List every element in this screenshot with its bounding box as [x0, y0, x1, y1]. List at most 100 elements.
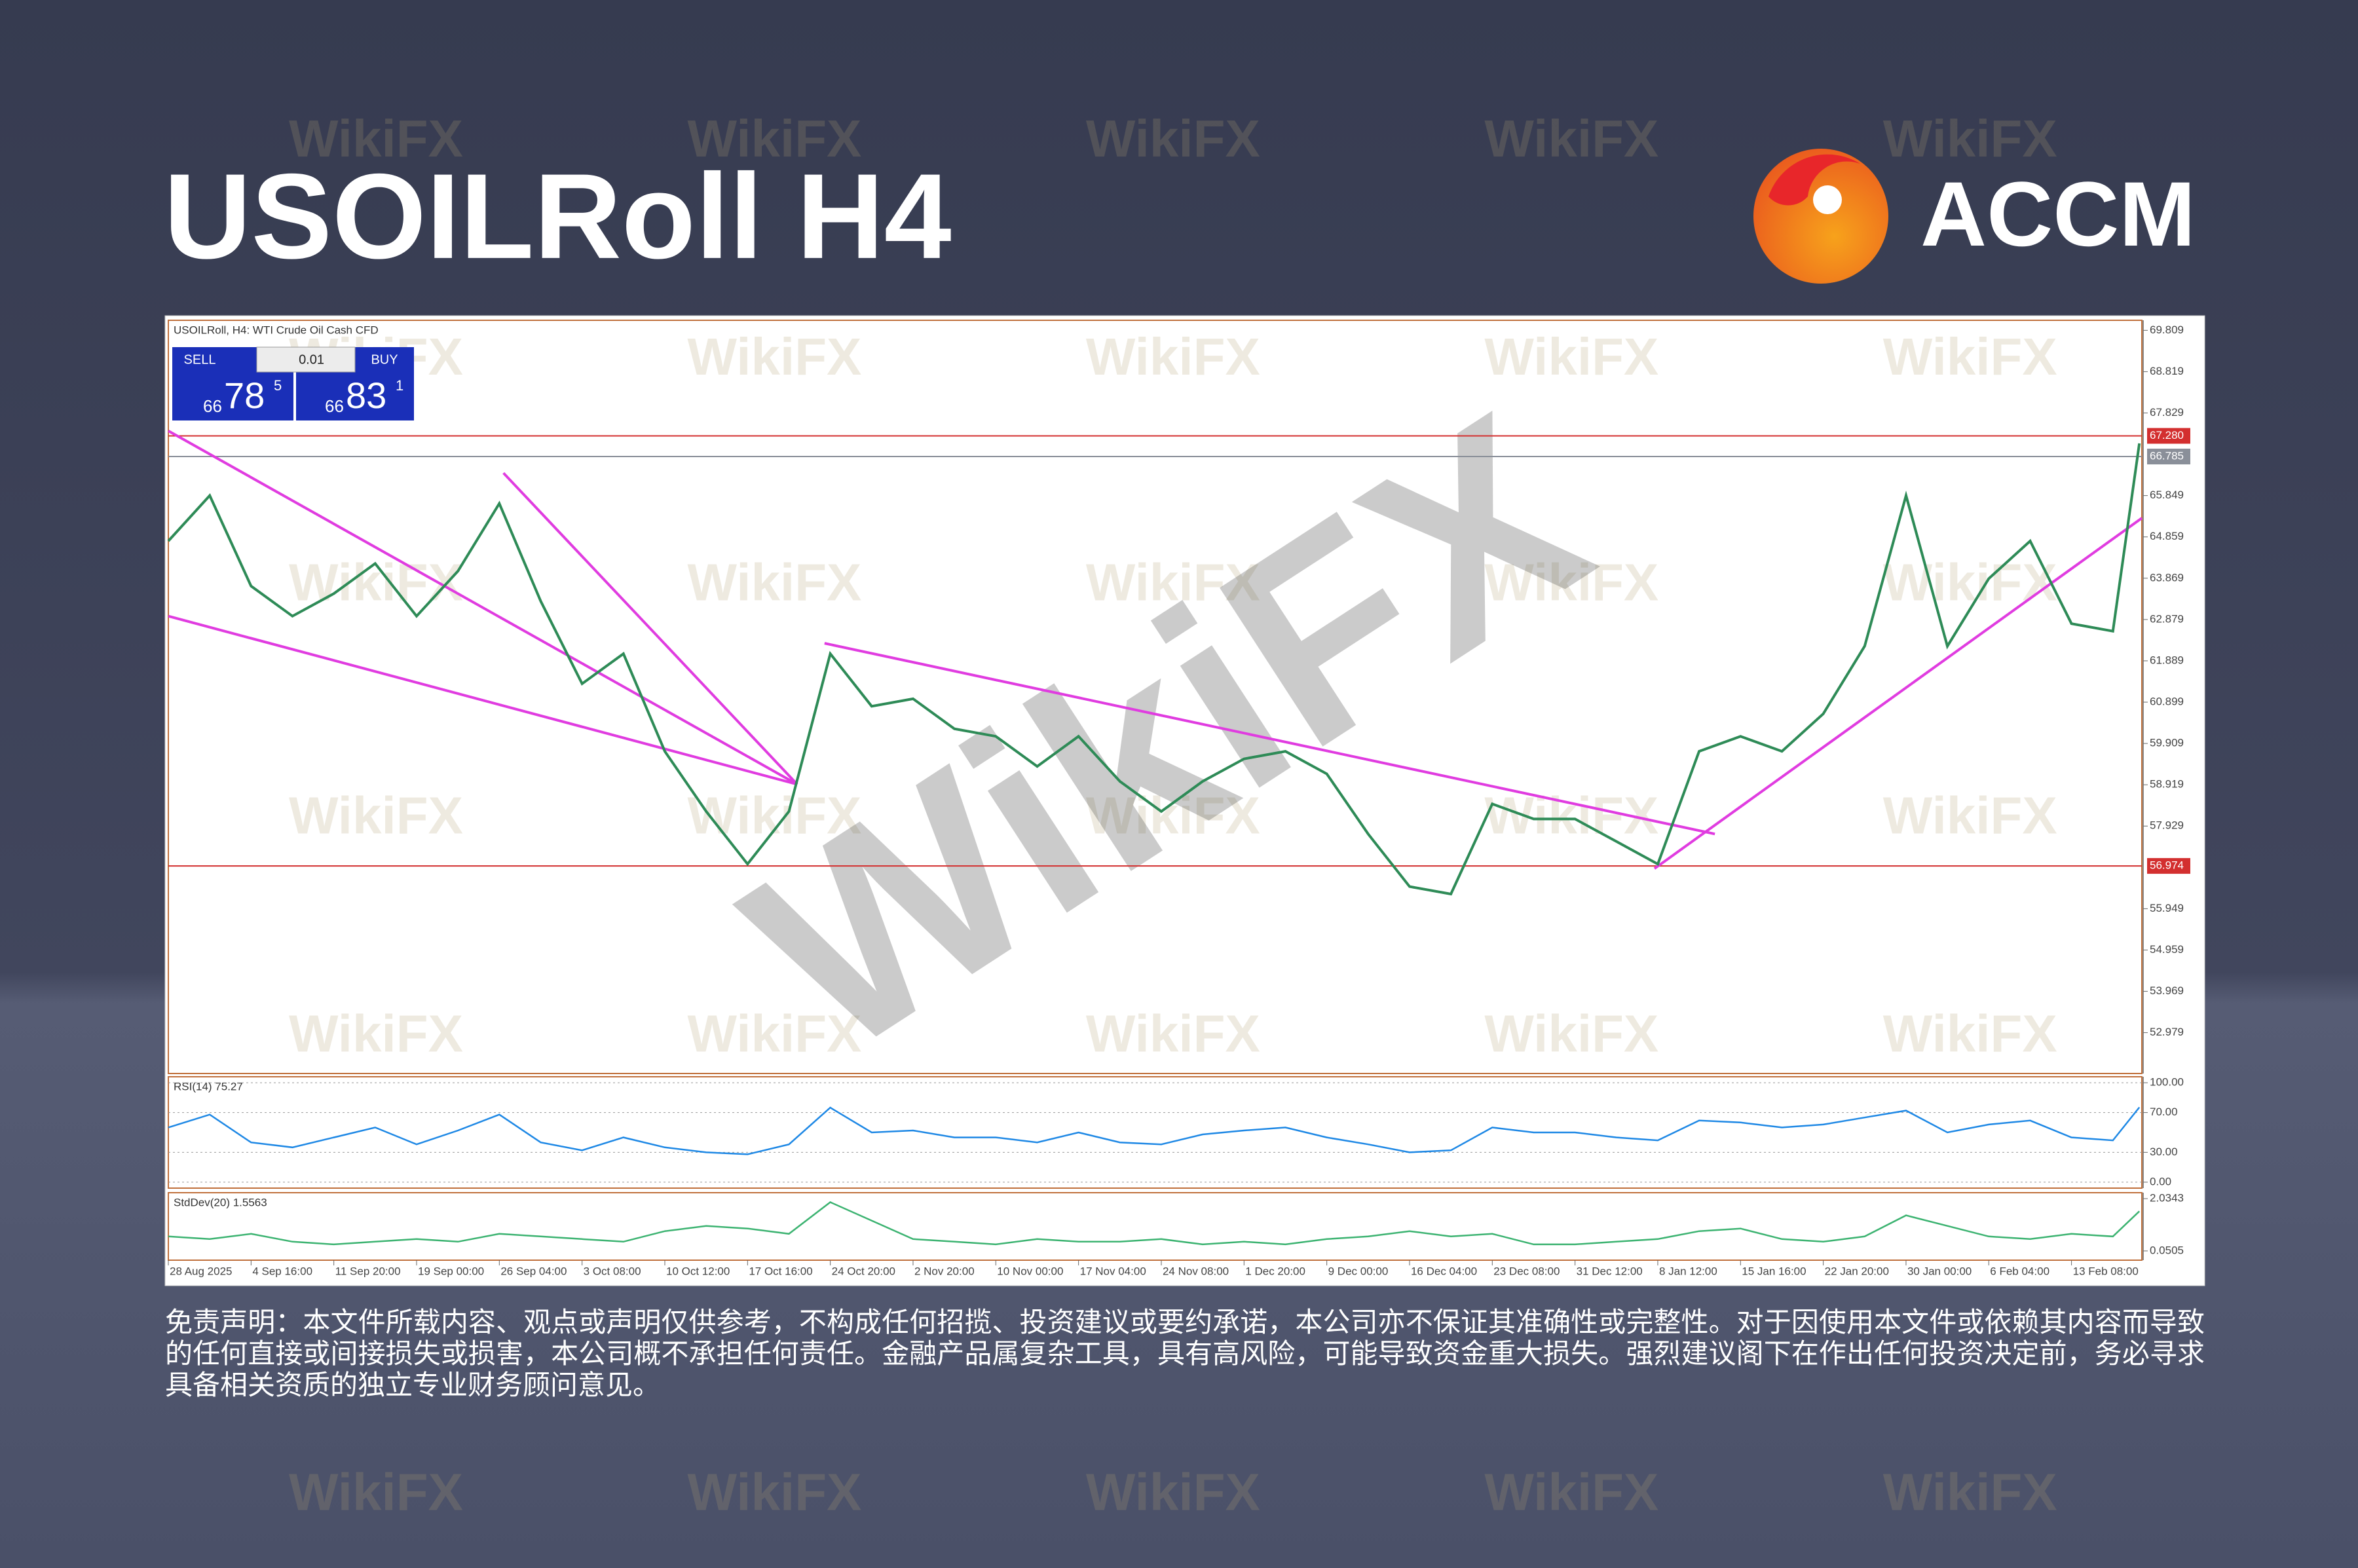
y-tick-label: 54.959 [2150, 943, 2184, 956]
price-level-label: 66.785 [2150, 450, 2184, 462]
x-tick-label: 24 Oct 20:00 [832, 1265, 895, 1277]
x-tick-label: 19 Sep 00:00 [418, 1265, 484, 1277]
panel-title: USOILRoll, H4: WTI Crude Oil Cash CFD [174, 324, 379, 336]
x-tick-label: 13 Feb 08:00 [2073, 1265, 2139, 1277]
x-tick-label: 16 Dec 04:00 [1411, 1265, 1477, 1277]
panel-border [168, 320, 2143, 1074]
x-tick-label: 4 Sep 16:00 [252, 1265, 312, 1277]
watermark: WikiFX [1484, 1004, 1658, 1062]
watermark: WikiFX [1086, 786, 1260, 844]
chart-frame [164, 315, 2205, 1286]
x-tick-label: 30 Jan 00:00 [1907, 1265, 1972, 1277]
trendline [824, 642, 1715, 836]
watermark: WikiFX [1883, 1463, 2057, 1521]
trendline [502, 472, 798, 785]
y-tick-label: 63.869 [2150, 571, 2184, 584]
y-tick-label: 100.00 [2150, 1076, 2184, 1089]
x-tick-label: 10 Oct 12:00 [666, 1265, 730, 1277]
y-tick-label: 2.0343 [2150, 1192, 2184, 1204]
brand-logo [1753, 149, 1888, 284]
x-tick-label: 2 Nov 20:00 [914, 1265, 975, 1277]
sell-price-point: 5 [274, 377, 282, 394]
x-tick-label: 24 Nov 08:00 [1163, 1265, 1229, 1277]
y-tick-label: 59.909 [2150, 737, 2184, 749]
watermark: WikiFX [1883, 1004, 2057, 1062]
watermark: WikiFX [687, 553, 861, 612]
y-tick-label: 69.809 [2150, 324, 2184, 336]
sell-button[interactable]: SELL [184, 352, 216, 367]
x-tick-label: 11 Sep 20:00 [335, 1265, 401, 1277]
data-line [167, 443, 2141, 896]
y-tick-label: 58.919 [2150, 778, 2184, 791]
y-tick-label: 52.979 [2150, 1026, 2184, 1038]
price-level-tag [2147, 428, 2190, 444]
watermark: WikiFX [687, 327, 861, 386]
buy-price-point: 1 [396, 377, 403, 394]
watermark: WikiFX [1086, 327, 1260, 386]
watermark: WikiFX [1484, 553, 1658, 612]
x-tick-label: 1 Dec 20:00 [1245, 1265, 1305, 1277]
sell-price-pips: 78 [224, 375, 265, 416]
x-tick-label: 3 Oct 08:00 [584, 1265, 641, 1277]
x-tick-label: 23 Dec 08:00 [1493, 1265, 1560, 1277]
y-tick-label: 62.879 [2150, 612, 2184, 625]
y-tick-label: 68.819 [2150, 365, 2184, 377]
x-tick-label: 22 Jan 20:00 [1825, 1265, 1889, 1277]
price-level-tag [2147, 449, 2190, 465]
y-tick-label: 65.849 [2150, 489, 2184, 501]
price-level-tag [2147, 858, 2190, 874]
watermark: WikiFX [1883, 786, 2057, 844]
volume[interactable]: 0.01 [299, 352, 324, 367]
page-title: USOILRoll H4 [164, 149, 952, 284]
y-tick-label: 60.899 [2150, 696, 2184, 708]
trendline [1653, 517, 2143, 870]
panel-border [168, 1076, 2143, 1189]
watermark: WikiFX [1883, 109, 2057, 168]
watermark: WikiFX [1883, 327, 2057, 386]
x-tick-label: 8 Jan 12:00 [1659, 1265, 1717, 1277]
watermark: WikiFX [1484, 109, 1658, 168]
watermark: WikiFX [1086, 553, 1260, 612]
brand-name: ACCM [1920, 162, 2196, 265]
price-level-label: 67.280 [2150, 429, 2184, 441]
buy-price-big: 66 [325, 396, 344, 416]
price-level-label: 56.974 [2150, 859, 2184, 872]
watermark: WikiFX [1484, 1463, 1658, 1521]
data-line [168, 1201, 2141, 1246]
x-tick-label: 6 Feb 04:00 [1990, 1265, 2049, 1277]
x-tick-label: 17 Nov 04:00 [1080, 1265, 1146, 1277]
watermark: WikiFX [1086, 1004, 1260, 1062]
y-tick-label: 70.00 [2150, 1106, 2178, 1118]
y-tick-label: 57.929 [2150, 819, 2184, 832]
sell-price-big: 66 [203, 396, 222, 416]
data-line [168, 1106, 2141, 1155]
watermark: WikiFX [289, 1463, 463, 1521]
y-tick-label: 53.969 [2150, 984, 2184, 997]
x-tick-label: 26 Sep 04:00 [500, 1265, 567, 1277]
trade-panel: SELL BUY 0.01 66 78 5 66 83 1 [172, 346, 414, 420]
x-tick-label: 31 Dec 12:00 [1577, 1265, 1643, 1277]
watermark: WikiFX [687, 1004, 861, 1062]
buy-price-pips: 83 [346, 375, 386, 416]
watermark: WikiFX [1086, 109, 1260, 168]
watermark: WikiFX [289, 109, 463, 168]
panel-title: StdDev(20) 1.5563 [174, 1196, 267, 1208]
y-tick-label: 67.829 [2150, 406, 2184, 419]
panel-title: RSI(14) 75.27 [174, 1080, 243, 1092]
panel-border [168, 1192, 2143, 1261]
watermark: WikiFX [1883, 553, 2057, 612]
x-tick-label: 17 Oct 16:00 [749, 1265, 812, 1277]
trendline [168, 430, 798, 786]
chart: USOILRoll, H4: WTI Crude Oil Cash CFD 69.… [167, 320, 2190, 1277]
disclaimer: 免责声明：本文件所载内容、观点或声明仅供参考，不构成任何招揽、投资建议或要约承诺… [165, 1306, 2205, 1401]
y-tick-label: 30.00 [2150, 1146, 2178, 1158]
buy-button[interactable]: BUY [371, 352, 398, 367]
y-tick-label: 0.00 [2150, 1175, 2171, 1187]
watermark: WikiFX [289, 786, 463, 844]
x-tick-label: 15 Jan 16:00 [1742, 1265, 1806, 1277]
x-tick-label: 9 Dec 00:00 [1328, 1265, 1389, 1277]
trendline [168, 614, 798, 786]
y-tick-label: 55.949 [2150, 902, 2184, 914]
